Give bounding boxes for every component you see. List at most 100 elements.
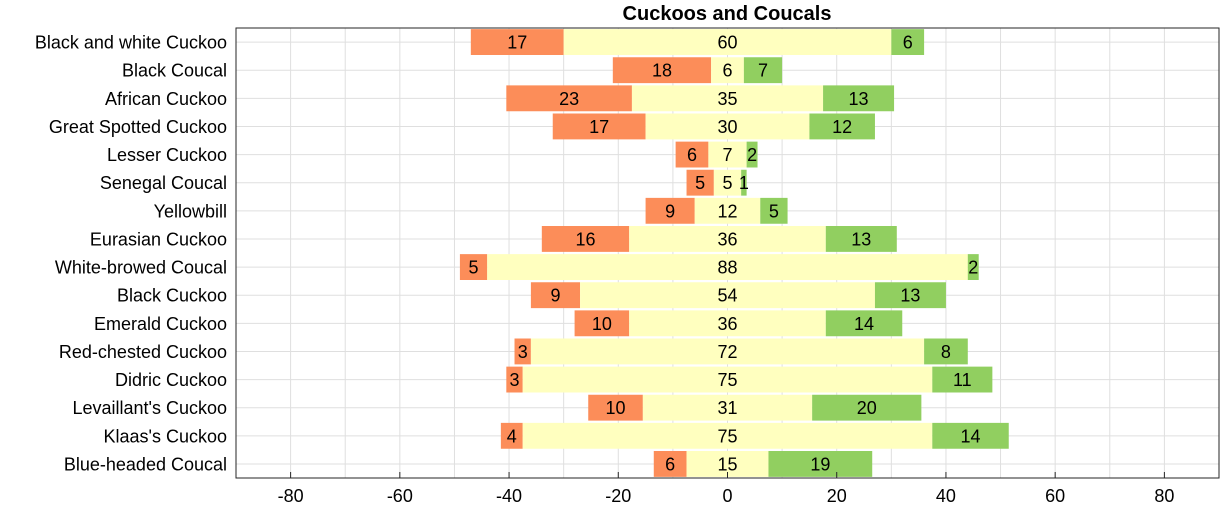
category-label: Black Coucal xyxy=(122,61,227,81)
data-label: 7 xyxy=(722,145,732,165)
bar-segment-center xyxy=(711,57,744,84)
data-label: 19 xyxy=(810,454,830,474)
bar-segment-center xyxy=(631,85,824,112)
data-label: 5 xyxy=(469,258,479,278)
bar-segment-left xyxy=(686,169,714,196)
category-label: Didric Cuckoo xyxy=(115,370,227,390)
category-label: White-browed Coucal xyxy=(55,258,227,278)
category-label: Yellowbill xyxy=(154,201,227,221)
data-label: 75 xyxy=(717,370,737,390)
data-label: 6 xyxy=(687,145,697,165)
category-label: Lesser Cuckoo xyxy=(107,145,227,165)
data-label: 6 xyxy=(722,61,732,81)
data-label: 30 xyxy=(717,117,737,137)
bar-segment-left xyxy=(470,29,564,55)
data-label: 75 xyxy=(717,426,737,446)
data-label: 36 xyxy=(717,314,737,334)
x-tick-label: -80 xyxy=(278,486,304,506)
bar-segment-center xyxy=(642,394,813,421)
bar-segment-right xyxy=(932,422,1009,449)
bar-segment-left xyxy=(612,57,712,84)
bar-segment-center xyxy=(708,141,747,168)
data-label: 2 xyxy=(747,145,757,165)
bar-segment-right xyxy=(825,226,897,252)
data-label: 17 xyxy=(507,33,527,53)
bar-segment-right xyxy=(746,141,758,168)
data-label: 12 xyxy=(717,201,737,221)
bar-segment-right xyxy=(891,29,925,55)
bar-segment-right xyxy=(967,254,979,280)
category-label: Klaas's Cuckoo xyxy=(104,426,228,446)
data-label: 2 xyxy=(968,258,978,278)
x-tick-label: 40 xyxy=(936,486,956,506)
category-labels: Black and white Cuckoo Black Coucal Africa… xyxy=(35,33,227,475)
bar-segment-center xyxy=(629,226,826,252)
bar-segment-left xyxy=(653,451,687,477)
bar-segment-left xyxy=(506,85,632,112)
bar-segment-left xyxy=(574,310,630,337)
x-tick-labels: -80 -60 -40 -20 0 20 40 60 80 xyxy=(278,472,1174,506)
x-tick-label: 60 xyxy=(1045,486,1065,506)
data-label: 5 xyxy=(695,173,705,193)
bar-segment-right xyxy=(812,394,922,421)
bar-segment-center xyxy=(629,310,826,337)
chart-title: Cuckoos and Coucals xyxy=(623,3,832,25)
bar-segment-left xyxy=(552,113,646,140)
data-label: 6 xyxy=(665,454,675,474)
category-label: Black and white Cuckoo xyxy=(35,33,227,53)
bar-segment-right xyxy=(741,169,747,196)
data-label: 5 xyxy=(722,173,732,193)
bar-segment-left xyxy=(645,197,695,224)
data-label: 35 xyxy=(717,89,737,109)
bar-segment-center xyxy=(694,197,761,224)
data-label: 54 xyxy=(717,286,737,306)
bar-segment-left xyxy=(541,226,630,252)
data-label: 6 xyxy=(903,33,913,53)
data-label: 14 xyxy=(854,314,874,334)
data-label: 72 xyxy=(717,342,737,362)
bar-segment-center xyxy=(563,29,892,55)
data-label: 15 xyxy=(717,454,737,474)
category-label: Levaillant's Cuckoo xyxy=(72,398,227,418)
bar-segment-right xyxy=(743,57,783,84)
x-tick-label: -60 xyxy=(387,486,413,506)
x-tick-label: 80 xyxy=(1154,486,1174,506)
category-label: Senegal Coucal xyxy=(100,173,227,193)
data-label: 9 xyxy=(550,286,560,306)
category-label: African Cuckoo xyxy=(105,89,227,109)
data-label: 4 xyxy=(507,426,517,446)
bar-segment-center xyxy=(487,254,968,280)
bars xyxy=(459,29,1009,477)
category-label: Eurasian Cuckoo xyxy=(90,229,227,249)
category-label: Black Cuckoo xyxy=(117,286,227,306)
x-tick-label: -20 xyxy=(605,486,631,506)
bar-segment-center xyxy=(522,422,933,449)
bar-segment-right xyxy=(768,451,873,477)
bar-segment-left xyxy=(506,366,523,393)
data-label: 3 xyxy=(510,370,520,390)
bar-segment-right xyxy=(932,366,993,393)
bar-segment-right xyxy=(809,113,875,140)
data-label: 23 xyxy=(559,89,579,109)
x-tick-label: 20 xyxy=(827,486,847,506)
data-label: 17 xyxy=(589,117,609,137)
data-label: 31 xyxy=(717,398,737,418)
bar-segment-left xyxy=(588,394,643,421)
data-label: 1 xyxy=(739,173,749,193)
data-label: 13 xyxy=(900,286,920,306)
bar-segment-left xyxy=(514,338,531,365)
bar-segment-right xyxy=(823,85,895,112)
bar-segment-center xyxy=(580,282,875,309)
data-label: 13 xyxy=(849,89,869,109)
bar-segment-left xyxy=(530,282,581,309)
bar-segment-center xyxy=(530,338,925,365)
bar-segment-left xyxy=(500,422,523,449)
data-label: 20 xyxy=(857,398,877,418)
category-label: Red-chested Cuckoo xyxy=(59,342,227,362)
data-label: 88 xyxy=(717,258,737,278)
bar-segment-right xyxy=(874,282,946,309)
data-label: 13 xyxy=(851,229,871,249)
data-label: 10 xyxy=(592,314,612,334)
bar-segment-center xyxy=(522,366,933,393)
